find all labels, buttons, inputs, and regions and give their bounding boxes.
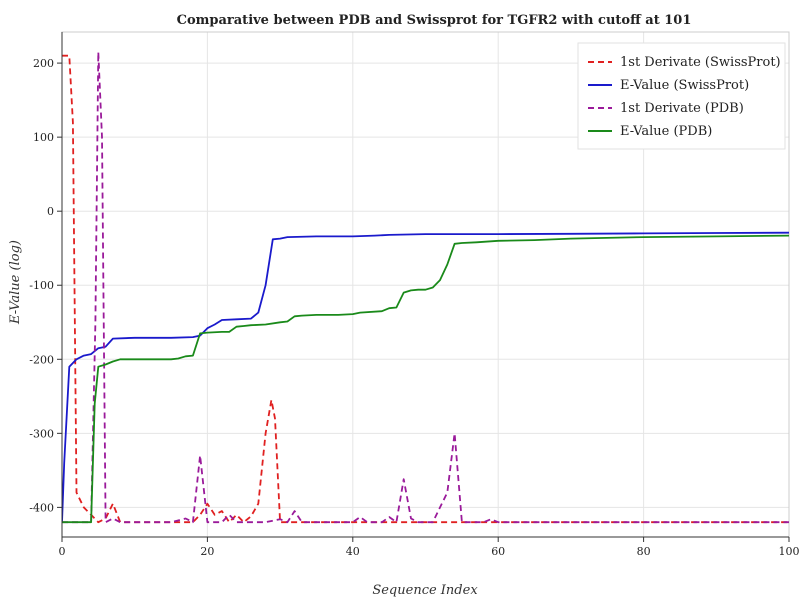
x-tick-label: 80 [637,545,651,558]
x-tick-label: 40 [346,545,360,558]
y-tick-label: -300 [29,427,54,440]
series-line-1 [62,231,789,523]
y-tick-label: -100 [29,279,54,292]
legend-label-3: E-Value (PDB) [620,124,712,139]
legend-box [577,42,786,150]
x-tick-label: 100 [779,545,800,558]
y-tick-label: -200 [29,353,54,366]
y-axis: -400 -300 -200 -100 0 100 200 [29,32,63,537]
y-axis-label: E-Value (log) [8,240,23,325]
series-line-0 [62,54,789,524]
x-axis: 0 20 40 60 80 100 [59,536,800,558]
y-tick-label: -400 [29,501,54,514]
y-tick-label: 100 [33,131,54,144]
legend-label-0: 1st Derivate (SwissProt) [620,55,781,70]
x-axis-label: Sequence Index [372,583,478,598]
x-tick-label: 20 [200,545,214,558]
series-line-2 [62,51,789,524]
legend: 1st Derivate (SwissProt) E-Value (SwissPr… [577,42,786,150]
series-line-3 [62,234,789,524]
legend-label-1: E-Value (SwissProt) [620,78,749,93]
legend-label-2: 1st Derivate (PDB) [620,101,744,116]
y-tick-label: 200 [33,57,54,70]
x-tick-label: 0 [59,545,66,558]
y-tick-label: 0 [47,205,54,218]
chart-title: Comparative between PDB and Swissprot fo… [177,13,692,28]
x-tick-label: 60 [491,545,505,558]
series-layer [62,51,789,524]
